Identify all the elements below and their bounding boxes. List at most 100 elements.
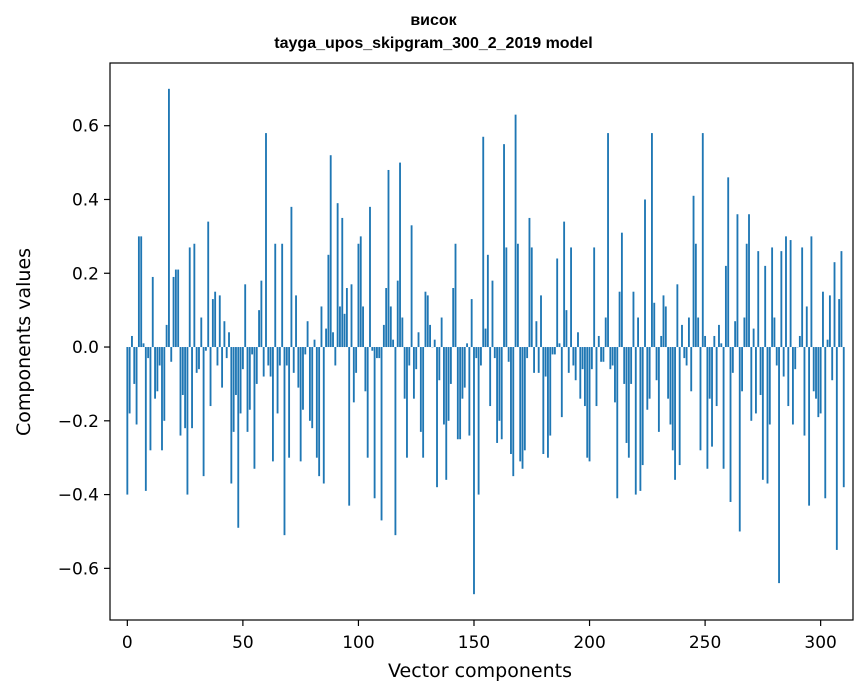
y-tick-label: 0.6: [72, 117, 99, 137]
bar: [314, 340, 316, 347]
bar: [230, 347, 232, 483]
bar: [318, 347, 320, 476]
bar: [704, 336, 706, 347]
bar: [385, 288, 387, 347]
bar: [358, 244, 360, 347]
bar: [787, 347, 789, 406]
bar: [690, 347, 692, 391]
bar: [621, 233, 623, 347]
bar: [415, 347, 417, 369]
bar: [582, 347, 584, 369]
bar: [381, 347, 383, 520]
y-axis: −0.6−0.4−0.20.00.20.40.6: [58, 117, 110, 580]
bar: [815, 347, 817, 399]
bar: [503, 144, 505, 347]
bar: [371, 347, 373, 351]
bar: [156, 347, 158, 391]
plot-frame: [110, 63, 853, 620]
bar: [820, 347, 822, 413]
bar: [450, 347, 452, 384]
bar: [822, 292, 824, 347]
bar: [589, 347, 591, 461]
bar: [566, 310, 568, 347]
bar: [771, 247, 773, 347]
bar: [441, 318, 443, 348]
bar: [743, 318, 745, 348]
bar: [210, 347, 212, 406]
x-tick-label: 250: [689, 633, 721, 653]
bar: [660, 336, 662, 347]
bar: [596, 347, 598, 406]
bar: [623, 347, 625, 384]
bar: [196, 347, 198, 373]
bar: [804, 347, 806, 436]
bar: [626, 347, 628, 443]
bar: [591, 347, 593, 369]
bar: [841, 251, 843, 347]
bar: [681, 325, 683, 347]
bar: [792, 347, 794, 424]
bar: [383, 325, 385, 347]
bar: [448, 347, 450, 421]
bar: [330, 155, 332, 347]
bar: [602, 347, 604, 362]
bar: [399, 163, 401, 347]
bar: [392, 340, 394, 347]
bar: [309, 347, 311, 421]
bar: [515, 115, 517, 347]
bar: [554, 347, 556, 354]
bar: [471, 299, 473, 347]
bar: [778, 347, 780, 583]
bar: [492, 281, 494, 347]
bar: [281, 244, 283, 347]
bar: [810, 236, 812, 347]
bar: [494, 347, 496, 358]
bar: [203, 347, 205, 476]
bar: [321, 306, 323, 347]
bar: [279, 347, 281, 365]
bar: [325, 329, 327, 347]
bar: [240, 347, 242, 413]
bar: [235, 347, 237, 395]
bar: [512, 347, 514, 476]
bar: [697, 318, 699, 348]
y-tick-label: −0.6: [58, 559, 99, 579]
bar: [346, 288, 348, 347]
bar: [510, 347, 512, 454]
bar: [311, 347, 313, 428]
bar: [734, 321, 736, 347]
bar: [152, 277, 154, 347]
bar: [529, 218, 531, 347]
bar: [637, 318, 639, 348]
bar: [272, 347, 274, 461]
bar: [307, 321, 309, 347]
bar: [711, 347, 713, 447]
bar: [586, 347, 588, 458]
x-tick-label: 0: [122, 633, 133, 653]
bar: [774, 318, 776, 348]
bar: [187, 347, 189, 495]
bar: [154, 347, 156, 399]
bar: [295, 295, 297, 347]
bar: [790, 240, 792, 347]
bar: [233, 347, 235, 432]
bar: [265, 133, 267, 347]
bar: [817, 347, 819, 417]
bar: [785, 236, 787, 347]
bar: [834, 262, 836, 347]
bar: [422, 347, 424, 458]
bar: [323, 347, 325, 483]
bar: [457, 347, 459, 439]
bar: [332, 332, 334, 347]
bar: [284, 347, 286, 535]
bar: [760, 347, 762, 395]
bar: [182, 347, 184, 395]
bar: [351, 284, 353, 347]
bar: [672, 347, 674, 450]
bar: [364, 347, 366, 391]
bar: [348, 347, 350, 506]
bar: [369, 207, 371, 347]
bar: [646, 347, 648, 410]
bar: [658, 347, 660, 432]
